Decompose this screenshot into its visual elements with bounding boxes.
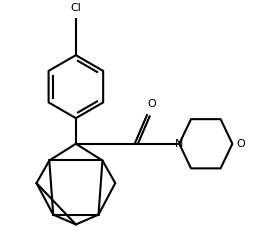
Text: Cl: Cl — [70, 3, 81, 13]
Text: O: O — [147, 99, 156, 109]
Text: O: O — [236, 139, 245, 149]
Text: N: N — [175, 139, 183, 149]
